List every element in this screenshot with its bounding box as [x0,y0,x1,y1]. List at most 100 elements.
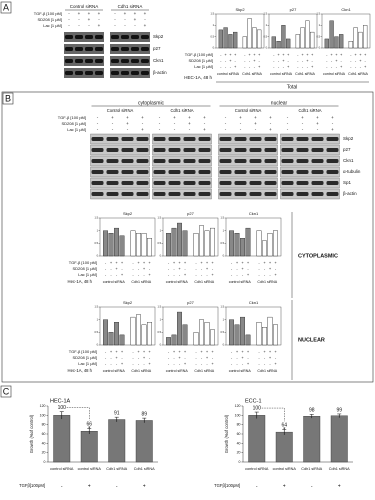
treatment-sign: + [330,52,333,57]
blot-strip [152,155,212,167]
blot-band [234,170,247,174]
treatment-sign: - [225,64,227,69]
treatment-sign: - [88,23,90,28]
bar [147,322,152,346]
treatment-sign: + [188,115,191,120]
treatment-sign: + [115,349,118,354]
treatment-label: Lac [1 μM] [67,127,86,132]
treatment-sign: - [138,361,140,366]
y-tick-label: 0 [44,460,46,464]
treatment-sign: - [124,23,126,28]
blot-band [198,148,211,152]
group-label: Cdh1 siRNA [118,4,143,9]
treatment-sign: - [258,272,260,277]
bar [295,34,300,49]
y-tick-label: 0.5 [221,242,225,245]
bar [267,232,273,257]
blot-strip [90,155,150,167]
treatment-sign: + [258,64,261,69]
blot-band [249,137,262,141]
treatment-sign: + [110,349,113,354]
bar [141,232,147,257]
treatment-sign: - [254,64,256,69]
treatment-sign: - [317,127,319,132]
treatment-sign: - [270,121,272,126]
treatment-sign: - [179,272,181,277]
treatment-sign: - [230,64,232,69]
bar [242,36,247,49]
blot-band [281,170,294,174]
blot-band [311,170,324,174]
blot-band [183,137,196,141]
treatment-sign: + [247,272,250,277]
treatment-sign: + [234,52,237,57]
y-tick-label: 0 [319,47,321,50]
treatment-sign: - [236,266,238,271]
treatment-sign: + [236,260,239,265]
x-tick-label: control siRNA [50,467,74,471]
treatment-sign: + [306,52,309,57]
bar [281,25,286,49]
chart-title: Ckn1 [249,211,259,216]
treatment-sign: + [178,355,181,360]
blot-band [136,170,149,174]
treatment-sign: - [258,355,260,360]
group-label: control siRNA [103,280,126,284]
treatment-sign: - [355,64,357,69]
treatment-sign: - [264,361,266,366]
treatment-sign: - [287,115,289,120]
treatment-sign: - [114,17,116,22]
treatment-sign: + [121,272,124,277]
y-tick-label: 1.5 [221,217,225,220]
treatment-sign: + [364,52,367,57]
bar [114,227,119,257]
treatment-sign: - [225,127,227,132]
treatment-sign: + [241,355,244,360]
treatment-sign: + [239,115,242,120]
blot-band [264,181,277,185]
treatment-sign: + [115,355,118,360]
treatment-sign: + [211,361,214,366]
treatment-sign: - [143,272,145,277]
treatment-sign: - [110,355,112,360]
blot-band [326,148,339,152]
treatment-label: TGF-β [100 pM] [69,260,97,265]
treatment-sign: - [132,260,134,265]
y-tick-label: 0 [223,344,225,347]
treatment-label: Lac [1 μM] [78,272,97,277]
chart-frame [162,306,219,346]
treatment-sign: - [68,11,70,16]
blot-band [219,181,232,185]
treatment-sign: + [88,483,91,489]
treatment-sign: - [231,272,233,277]
blot-band [106,192,119,196]
treatment-sign: - [287,121,289,126]
treatment-sign: - [258,349,260,354]
treatment-sign: - [287,127,289,132]
bar [199,225,204,257]
treatment-sign: + [316,115,319,120]
treatment-sign: - [258,260,260,265]
value-label: 66 [86,422,92,428]
treatment-sign: - [302,121,304,126]
chart-frame [321,13,371,49]
treatment-sign: + [206,349,209,354]
blot-strip [64,56,104,66]
bar [210,329,215,346]
y-tick-label: 0.5 [95,242,99,245]
blot-band [91,159,104,163]
blot-strip [90,177,150,189]
blot-band [168,148,181,152]
bar [108,419,126,463]
bar [147,238,152,257]
blot-band [234,181,247,185]
blot-strip [280,166,340,178]
treatment-sign: - [231,361,233,366]
treatment-sign: + [148,272,151,277]
treatment-sign: + [110,260,113,265]
treatment-sign: + [203,127,206,132]
treatment-sign: + [173,115,176,120]
group-label: control siRNA [217,72,240,76]
treatment-sign: - [114,23,116,28]
blot-band [249,148,262,152]
